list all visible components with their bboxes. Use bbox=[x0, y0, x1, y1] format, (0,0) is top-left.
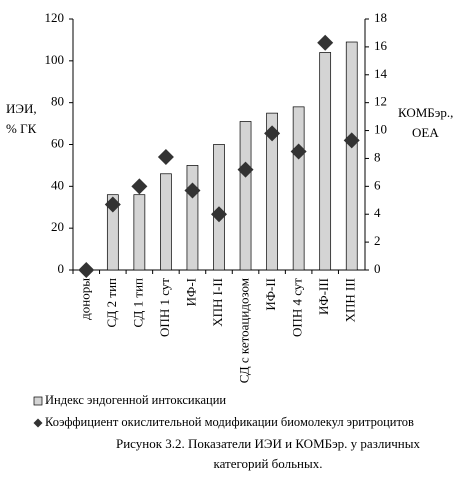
y-tick-label: 0 bbox=[58, 261, 65, 276]
bar bbox=[133, 194, 146, 271]
y-tick-label: 120 bbox=[45, 10, 65, 25]
x-tick-label: ИФ-II bbox=[263, 278, 278, 311]
marker bbox=[131, 178, 148, 195]
bar bbox=[292, 106, 305, 271]
bar bbox=[160, 173, 172, 271]
marker bbox=[290, 143, 307, 160]
y2-tick-label: 18 bbox=[374, 10, 387, 25]
x-tick-label: ИФ-III bbox=[316, 278, 331, 315]
y2-axis-label: КОМБэр., bbox=[398, 105, 453, 120]
caption: категорий больных. bbox=[214, 456, 323, 471]
y-tick-label: 80 bbox=[51, 94, 64, 109]
bar bbox=[186, 165, 199, 271]
marker bbox=[78, 262, 95, 278]
x-tick-label: доноры bbox=[77, 278, 92, 320]
marker bbox=[211, 206, 227, 223]
legend-swatch bbox=[33, 418, 43, 428]
x-tick-label: ХПН I-II bbox=[210, 278, 225, 327]
y2-tick-label: 4 bbox=[374, 205, 381, 220]
y2-tick-label: 10 bbox=[374, 122, 387, 137]
y2-tick-label: 6 bbox=[374, 177, 381, 192]
y2-axis-label: ОЕА bbox=[412, 125, 439, 140]
bar bbox=[345, 41, 358, 271]
caption: Рисунок 3.2. Показатели ИЭИ и КОМБэр. у … bbox=[116, 436, 421, 451]
bar bbox=[319, 52, 332, 271]
bar bbox=[266, 112, 278, 271]
x-tick-label: ОПН 4 сут bbox=[290, 278, 305, 337]
marker bbox=[264, 125, 281, 142]
x-tick-label: ОПН 1 сут bbox=[157, 278, 172, 337]
y-tick-label: 40 bbox=[51, 177, 64, 192]
legend-label: Коэффициент окислительной модификации би… bbox=[45, 415, 414, 429]
x-tick-label: ХПН III bbox=[343, 278, 358, 322]
x-tick-label: СД 2 тип bbox=[104, 278, 119, 328]
bar bbox=[106, 194, 119, 271]
y2-tick-label: 14 bbox=[374, 66, 388, 81]
marker bbox=[157, 149, 174, 166]
marker bbox=[184, 182, 201, 199]
marker bbox=[104, 196, 121, 213]
y-axis-label: % ГК bbox=[6, 121, 37, 136]
y2-tick-label: 12 bbox=[374, 94, 387, 109]
y2-tick-label: 2 bbox=[374, 233, 381, 248]
marker bbox=[237, 161, 254, 178]
y2-tick-label: 0 bbox=[374, 261, 381, 276]
y-axis-label: ИЭИ, bbox=[6, 101, 37, 116]
marker bbox=[343, 132, 360, 149]
bar bbox=[239, 121, 252, 271]
y-tick-label: 60 bbox=[51, 135, 64, 150]
y-tick-label: 100 bbox=[45, 52, 65, 67]
marker bbox=[317, 34, 334, 51]
x-tick-label: СД с кетоацидозом bbox=[237, 278, 252, 383]
y2-tick-label: 16 bbox=[374, 38, 388, 53]
x-tick-label: СД 1 тип bbox=[130, 278, 145, 328]
x-tick-label: ИФ-I bbox=[183, 278, 198, 306]
legend-label: Индекс эндогенной интоксикации bbox=[45, 393, 226, 407]
y2-tick-label: 8 bbox=[374, 149, 381, 164]
y-tick-label: 20 bbox=[51, 219, 64, 234]
legend-swatch bbox=[33, 396, 43, 406]
